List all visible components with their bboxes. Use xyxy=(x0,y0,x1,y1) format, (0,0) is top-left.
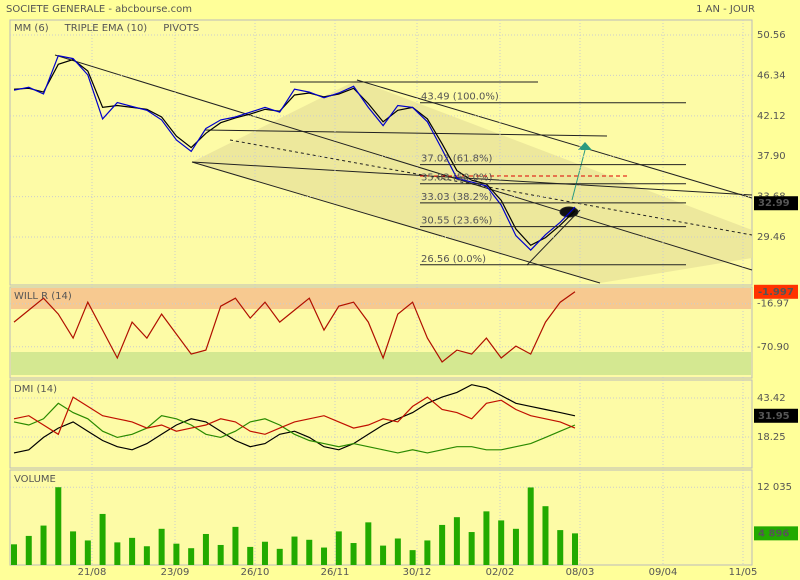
series-line xyxy=(13,58,576,247)
y-tick-label: 29.46 xyxy=(757,232,786,243)
y-tick-label: 46.34 xyxy=(757,70,786,81)
fib-label: 43.49 (100.0%) xyxy=(421,92,499,103)
volume-bar xyxy=(557,530,564,565)
volume-bar xyxy=(365,522,372,565)
last-value: 31.95 xyxy=(758,411,790,422)
volume-bar xyxy=(424,540,431,565)
volume-bar xyxy=(350,543,357,565)
last-value: 32.99 xyxy=(758,198,790,209)
volume-bar xyxy=(409,550,416,565)
x-tick-label: 30/12 xyxy=(403,567,432,578)
fib-label: 30.55 (23.6%) xyxy=(421,216,492,227)
fib-label: 33.03 (38.2%) xyxy=(421,192,492,203)
volume-bar xyxy=(40,525,47,565)
last-value-badge xyxy=(754,284,798,299)
volume-bar xyxy=(114,542,121,565)
panel-title: VOLUME xyxy=(14,474,56,485)
volume-bar xyxy=(542,506,549,565)
volume-bar xyxy=(335,531,342,565)
series-line xyxy=(13,384,576,454)
x-tick-label: 02/02 xyxy=(486,567,515,578)
oversold-zone xyxy=(11,352,751,375)
series-line xyxy=(13,291,576,363)
x-tick-label: 09/04 xyxy=(649,567,678,578)
volume-bar xyxy=(99,513,106,565)
overbought-zone xyxy=(11,288,751,309)
fib-label: 26.56 (0.0%) xyxy=(421,254,486,265)
panel-title: WILL R (14) xyxy=(14,291,72,302)
volume-bar xyxy=(11,544,17,565)
volume-bar xyxy=(453,517,460,565)
last-value-badge xyxy=(754,196,798,211)
volume-bar xyxy=(143,546,150,565)
volume-bar xyxy=(321,547,328,565)
x-tick-label: 26/10 xyxy=(241,567,270,578)
x-tick-label: 08/03 xyxy=(566,567,595,578)
last-value-badge xyxy=(754,408,798,423)
dmi-panel xyxy=(9,379,753,469)
x-tick-label: 23/09 xyxy=(161,567,190,578)
volume-bar xyxy=(572,533,578,565)
y-tick-label: 50.56 xyxy=(757,30,786,41)
volume-bar xyxy=(202,533,209,565)
volume-bar xyxy=(468,532,475,565)
volume-bar xyxy=(84,540,91,565)
volume-bar xyxy=(380,545,387,565)
x-tick-label: 11/05 xyxy=(729,567,758,578)
series-line xyxy=(13,396,576,436)
y-tick-label: 37.90 xyxy=(757,151,786,162)
volume-bar xyxy=(512,528,519,565)
volume-bar xyxy=(439,524,446,565)
volume-bar xyxy=(498,520,505,565)
volume-bar xyxy=(158,528,165,565)
volume-bar xyxy=(527,487,534,565)
series-line xyxy=(13,402,576,454)
last-value: -1.997 xyxy=(758,287,794,298)
fib-label: 37.02 (61.8%) xyxy=(421,154,492,165)
legend-entry: MM (6) xyxy=(14,23,49,34)
volume-bar xyxy=(129,537,136,565)
legend-entry: TRIPLE EMA (10) xyxy=(64,23,148,34)
volume-bar xyxy=(291,536,298,565)
legend-entry: PIVOTS xyxy=(163,23,199,34)
volume-bar xyxy=(306,539,313,565)
y-tick-label: -70.90 xyxy=(757,342,789,353)
y-tick-label: -16.97 xyxy=(757,299,789,310)
y-tick-label: 43.42 xyxy=(757,393,786,404)
series-line xyxy=(13,55,576,251)
fib-label: 35.03 (50.0%) xyxy=(421,173,492,184)
volume-bar xyxy=(70,531,77,565)
volume-bar xyxy=(394,538,401,565)
volume-bar xyxy=(188,548,195,565)
volume-bar xyxy=(261,541,268,565)
volume-bar xyxy=(232,526,239,565)
period: 1 AN - JOUR xyxy=(696,4,755,15)
x-tick-label: 21/08 xyxy=(78,567,107,578)
y-tick-label: 18.25 xyxy=(757,432,786,443)
y-tick-label: 12 035 xyxy=(757,482,792,493)
volume-bar xyxy=(217,544,224,565)
volume-bar xyxy=(173,543,180,565)
channels xyxy=(54,54,753,284)
panel-title: DMI (14) xyxy=(14,384,57,395)
title: SOCIETE GENERALE - abcbourse.com xyxy=(6,4,192,15)
volume-bar xyxy=(25,535,32,565)
last-value-badge xyxy=(754,526,798,541)
last-value: 4 896 xyxy=(758,528,789,539)
volume-bar xyxy=(55,487,62,565)
volume-bar xyxy=(483,511,490,565)
y-tick-label: 42.12 xyxy=(757,111,786,122)
volume-bar xyxy=(247,546,254,565)
x-tick-label: 26/11 xyxy=(321,567,350,578)
volume-bar xyxy=(276,548,283,565)
